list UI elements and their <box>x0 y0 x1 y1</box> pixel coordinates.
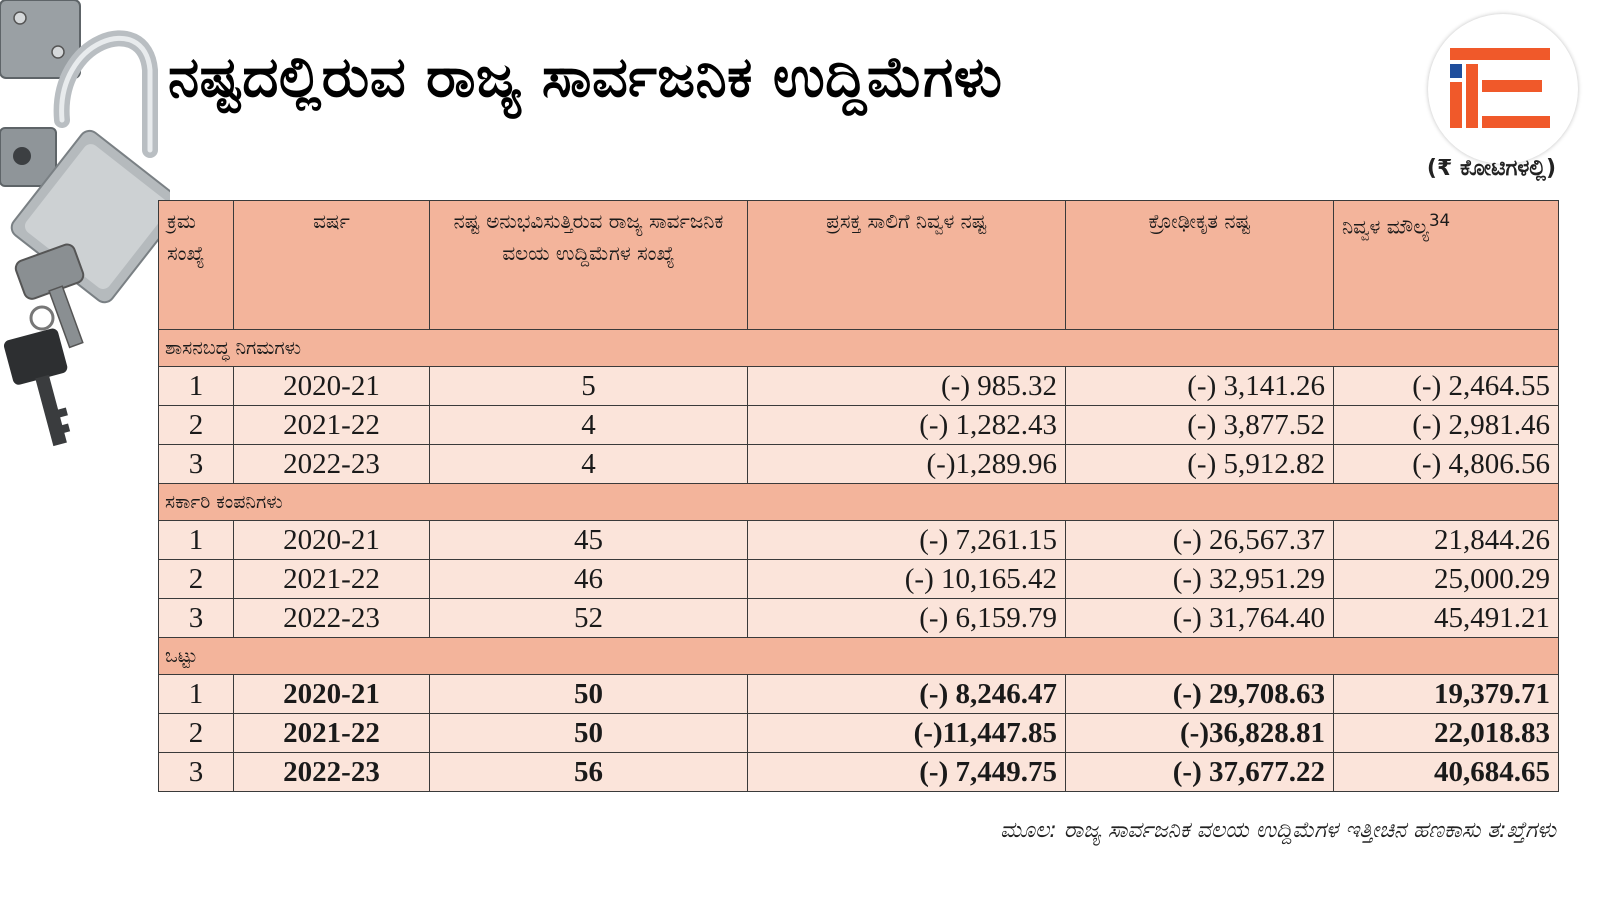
header-enterprise-count: ನಷ್ಟ ಅನುಭವಿಸುತ್ತಿರುವ ರಾಜ್ಯ ಸಾರ್ವಜನಿಕ ವಲಯ… <box>429 200 748 330</box>
cell-net-loss: (-) 10,165.42 <box>747 559 1066 599</box>
header-net-worth-footnote: 34 <box>1428 211 1451 230</box>
section-label: ಒಟ್ಟು <box>158 637 1559 675</box>
cell-net-worth: (-) 4,806.56 <box>1333 444 1559 484</box>
cell-enterprise-count: 56 <box>429 752 748 792</box>
cell-net-loss: (-)1,289.96 <box>747 444 1066 484</box>
cell-net-worth: 22,018.83 <box>1333 713 1559 753</box>
header-net-worth-label: ನಿವ್ವಳ ಮೌಲ್ಯ <box>1342 214 1429 239</box>
cell-sl-no: 3 <box>158 752 234 792</box>
cell-net-worth: 19,379.71 <box>1333 674 1559 714</box>
cell-net-worth: 25,000.29 <box>1333 559 1559 599</box>
section-row: ಶಾಸನಬದ್ಧ ನಿಗಮಗಳು <box>158 329 1559 367</box>
header-year: ವರ್ಷ <box>233 200 430 330</box>
cell-enterprise-count: 4 <box>429 405 748 445</box>
page-title: ನಷ್ಟದಲ್ಲಿರುವ ರಾಜ್ಯ ಸಾರ್ವಜನಿಕ ಉದ್ದಿಮೆಗಳು <box>168 45 1003 110</box>
table-row: 2 2021-22 50 (-)11,447.85 (-)36,828.81 22,018… <box>158 713 1559 753</box>
cell-year: 2020-21 <box>233 366 430 406</box>
cell-net-worth: 21,844.26 <box>1333 520 1559 560</box>
cell-enterprise-count: 5 <box>429 366 748 406</box>
cell-net-loss: (-) 6,159.79 <box>747 598 1066 638</box>
cell-year: 2021-22 <box>233 405 430 445</box>
cell-sl-no: 1 <box>158 366 234 406</box>
table-row: 2 2021-22 46 (-) 10,165.42 (-) 32,951.29 25,0… <box>158 559 1559 599</box>
cell-year: 2020-21 <box>233 520 430 560</box>
cell-cumulative-loss: (-) 32,951.29 <box>1065 559 1334 599</box>
header-cumulative-loss: ಕ್ರೋಢೀಕೃತ ನಷ್ಟ <box>1065 200 1334 330</box>
ie-logo-icon <box>1450 48 1550 128</box>
cell-sl-no: 1 <box>158 674 234 714</box>
source-note: ಮೂಲ: ರಾಜ್ಯ ಸಾರ್ವಜನಿಕ ವಲಯ ಉದ್ದಿಮೆಗಳ ಇತ್ತೀ… <box>1000 818 1556 843</box>
header-net-worth: ನಿವ್ವಳ ಮೌಲ್ಯ34 <box>1333 200 1559 330</box>
cell-net-worth: 40,684.65 <box>1333 752 1559 792</box>
cell-net-worth: (-) 2,981.46 <box>1333 405 1559 445</box>
cell-enterprise-count: 52 <box>429 598 748 638</box>
cell-enterprise-count: 50 <box>429 713 748 753</box>
cell-net-loss: (-) 7,449.75 <box>747 752 1066 792</box>
cell-enterprise-count: 4 <box>429 444 748 484</box>
cell-net-loss: (-)11,447.85 <box>747 713 1066 753</box>
padlock-keys-image <box>0 0 170 447</box>
loss-making-enterprises-table: ಕ್ರಮ ಸಂಖ್ಯೆ ವರ್ಷ ನಷ್ಟ ಅನುಭವಿಸುತ್ತಿರುವ ರಾ… <box>158 200 1559 792</box>
table-row: 3 2022-23 56 (-) 7,449.75 (-) 37,677.22 40,68… <box>158 752 1559 792</box>
header-net-loss: ಪ್ರಸಕ್ತ ಸಾಲಿಗೆ ನಿವ್ವಳ ನಷ್ಟ <box>747 200 1066 330</box>
cell-sl-no: 1 <box>158 520 234 560</box>
cell-cumulative-loss: (-) 26,567.37 <box>1065 520 1334 560</box>
cell-year: 2021-22 <box>233 559 430 599</box>
cell-net-worth: 45,491.21 <box>1333 598 1559 638</box>
cell-sl-no: 2 <box>158 713 234 753</box>
cell-net-loss: (-) 985.32 <box>747 366 1066 406</box>
cell-year: 2022-23 <box>233 598 430 638</box>
cell-year: 2020-21 <box>233 674 430 714</box>
table-header-row: ಕ್ರಮ ಸಂಖ್ಯೆ ವರ್ಷ ನಷ್ಟ ಅನುಭವಿಸುತ್ತಿರುವ ರಾ… <box>158 200 1559 330</box>
section-label: ಸರ್ಕಾರಿ ಕಂಪನಿಗಳು <box>158 483 1559 521</box>
section-label: ಶಾಸನಬದ್ಧ ನಿಗಮಗಳು <box>158 329 1559 367</box>
cell-net-loss: (-) 7,261.15 <box>747 520 1066 560</box>
cell-sl-no: 3 <box>158 444 234 484</box>
section-row: ಸರ್ಕಾರಿ ಕಂಪನಿಗಳು <box>158 483 1559 521</box>
cell-cumulative-loss: (-) 3,877.52 <box>1065 405 1334 445</box>
cell-enterprise-count: 46 <box>429 559 748 599</box>
cell-cumulative-loss: (-) 31,764.40 <box>1065 598 1334 638</box>
ie-logo <box>1428 14 1578 164</box>
cell-year: 2022-23 <box>233 444 430 484</box>
unit-note: (₹ ಕೋಟಿಗಳಲ್ಲಿ) <box>1426 156 1556 181</box>
cell-cumulative-loss: (-) 3,141.26 <box>1065 366 1334 406</box>
cell-enterprise-count: 50 <box>429 674 748 714</box>
cell-net-worth: (-) 2,464.55 <box>1333 366 1559 406</box>
table-body: ಶಾಸನಬದ್ಧ ನಿಗಮಗಳು 1 2020-21 5 (-) 985.32 (-) 3… <box>158 329 1559 792</box>
section-row: ಒಟ್ಟು <box>158 637 1559 675</box>
table-row: 3 2022-23 4 (-)1,289.96 (-) 5,912.82 (-) 4,80… <box>158 444 1559 484</box>
cell-sl-no: 2 <box>158 405 234 445</box>
table-row: 1 2020-21 5 (-) 985.32 (-) 3,141.26 (-) 2,464… <box>158 366 1559 406</box>
cell-year: 2022-23 <box>233 752 430 792</box>
table-row: 1 2020-21 45 (-) 7,261.15 (-) 26,567.37 21,84… <box>158 520 1559 560</box>
cell-sl-no: 2 <box>158 559 234 599</box>
table-row: 1 2020-21 50 (-) 8,246.47 (-) 29,708.63 19,37… <box>158 674 1559 714</box>
table-row: 3 2022-23 52 (-) 6,159.79 (-) 31,764.40 45,49… <box>158 598 1559 638</box>
cell-year: 2021-22 <box>233 713 430 753</box>
cell-enterprise-count: 45 <box>429 520 748 560</box>
cell-net-loss: (-) 8,246.47 <box>747 674 1066 714</box>
table-row: 2 2021-22 4 (-) 1,282.43 (-) 3,877.52 (-) 2,9… <box>158 405 1559 445</box>
cell-cumulative-loss: (-) 37,677.22 <box>1065 752 1334 792</box>
cell-net-loss: (-) 1,282.43 <box>747 405 1066 445</box>
cell-cumulative-loss: (-) 5,912.82 <box>1065 444 1334 484</box>
cell-cumulative-loss: (-) 29,708.63 <box>1065 674 1334 714</box>
header-sl-no: ಕ್ರಮ ಸಂಖ್ಯೆ <box>158 200 234 330</box>
cell-cumulative-loss: (-)36,828.81 <box>1065 713 1334 753</box>
cell-sl-no: 3 <box>158 598 234 638</box>
